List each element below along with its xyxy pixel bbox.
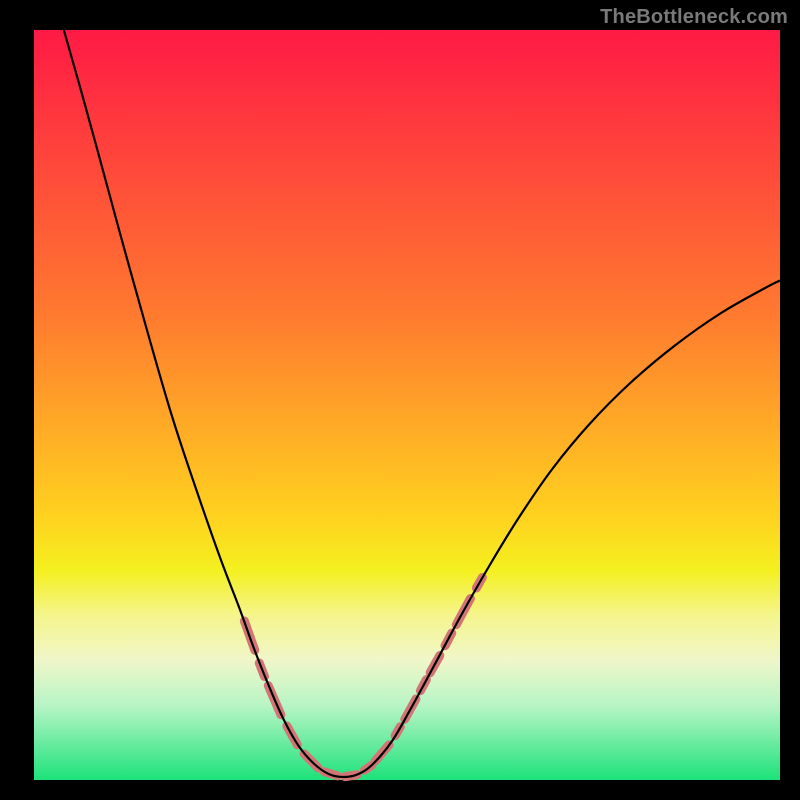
dash-left-group <box>244 621 357 777</box>
plot-area <box>34 30 780 780</box>
dash-right-group <box>364 578 482 771</box>
chart-frame: TheBottleneck.com <box>0 0 800 800</box>
curve-plot <box>34 30 780 780</box>
watermark-text: TheBottleneck.com <box>600 6 788 29</box>
main-curve <box>64 30 780 777</box>
